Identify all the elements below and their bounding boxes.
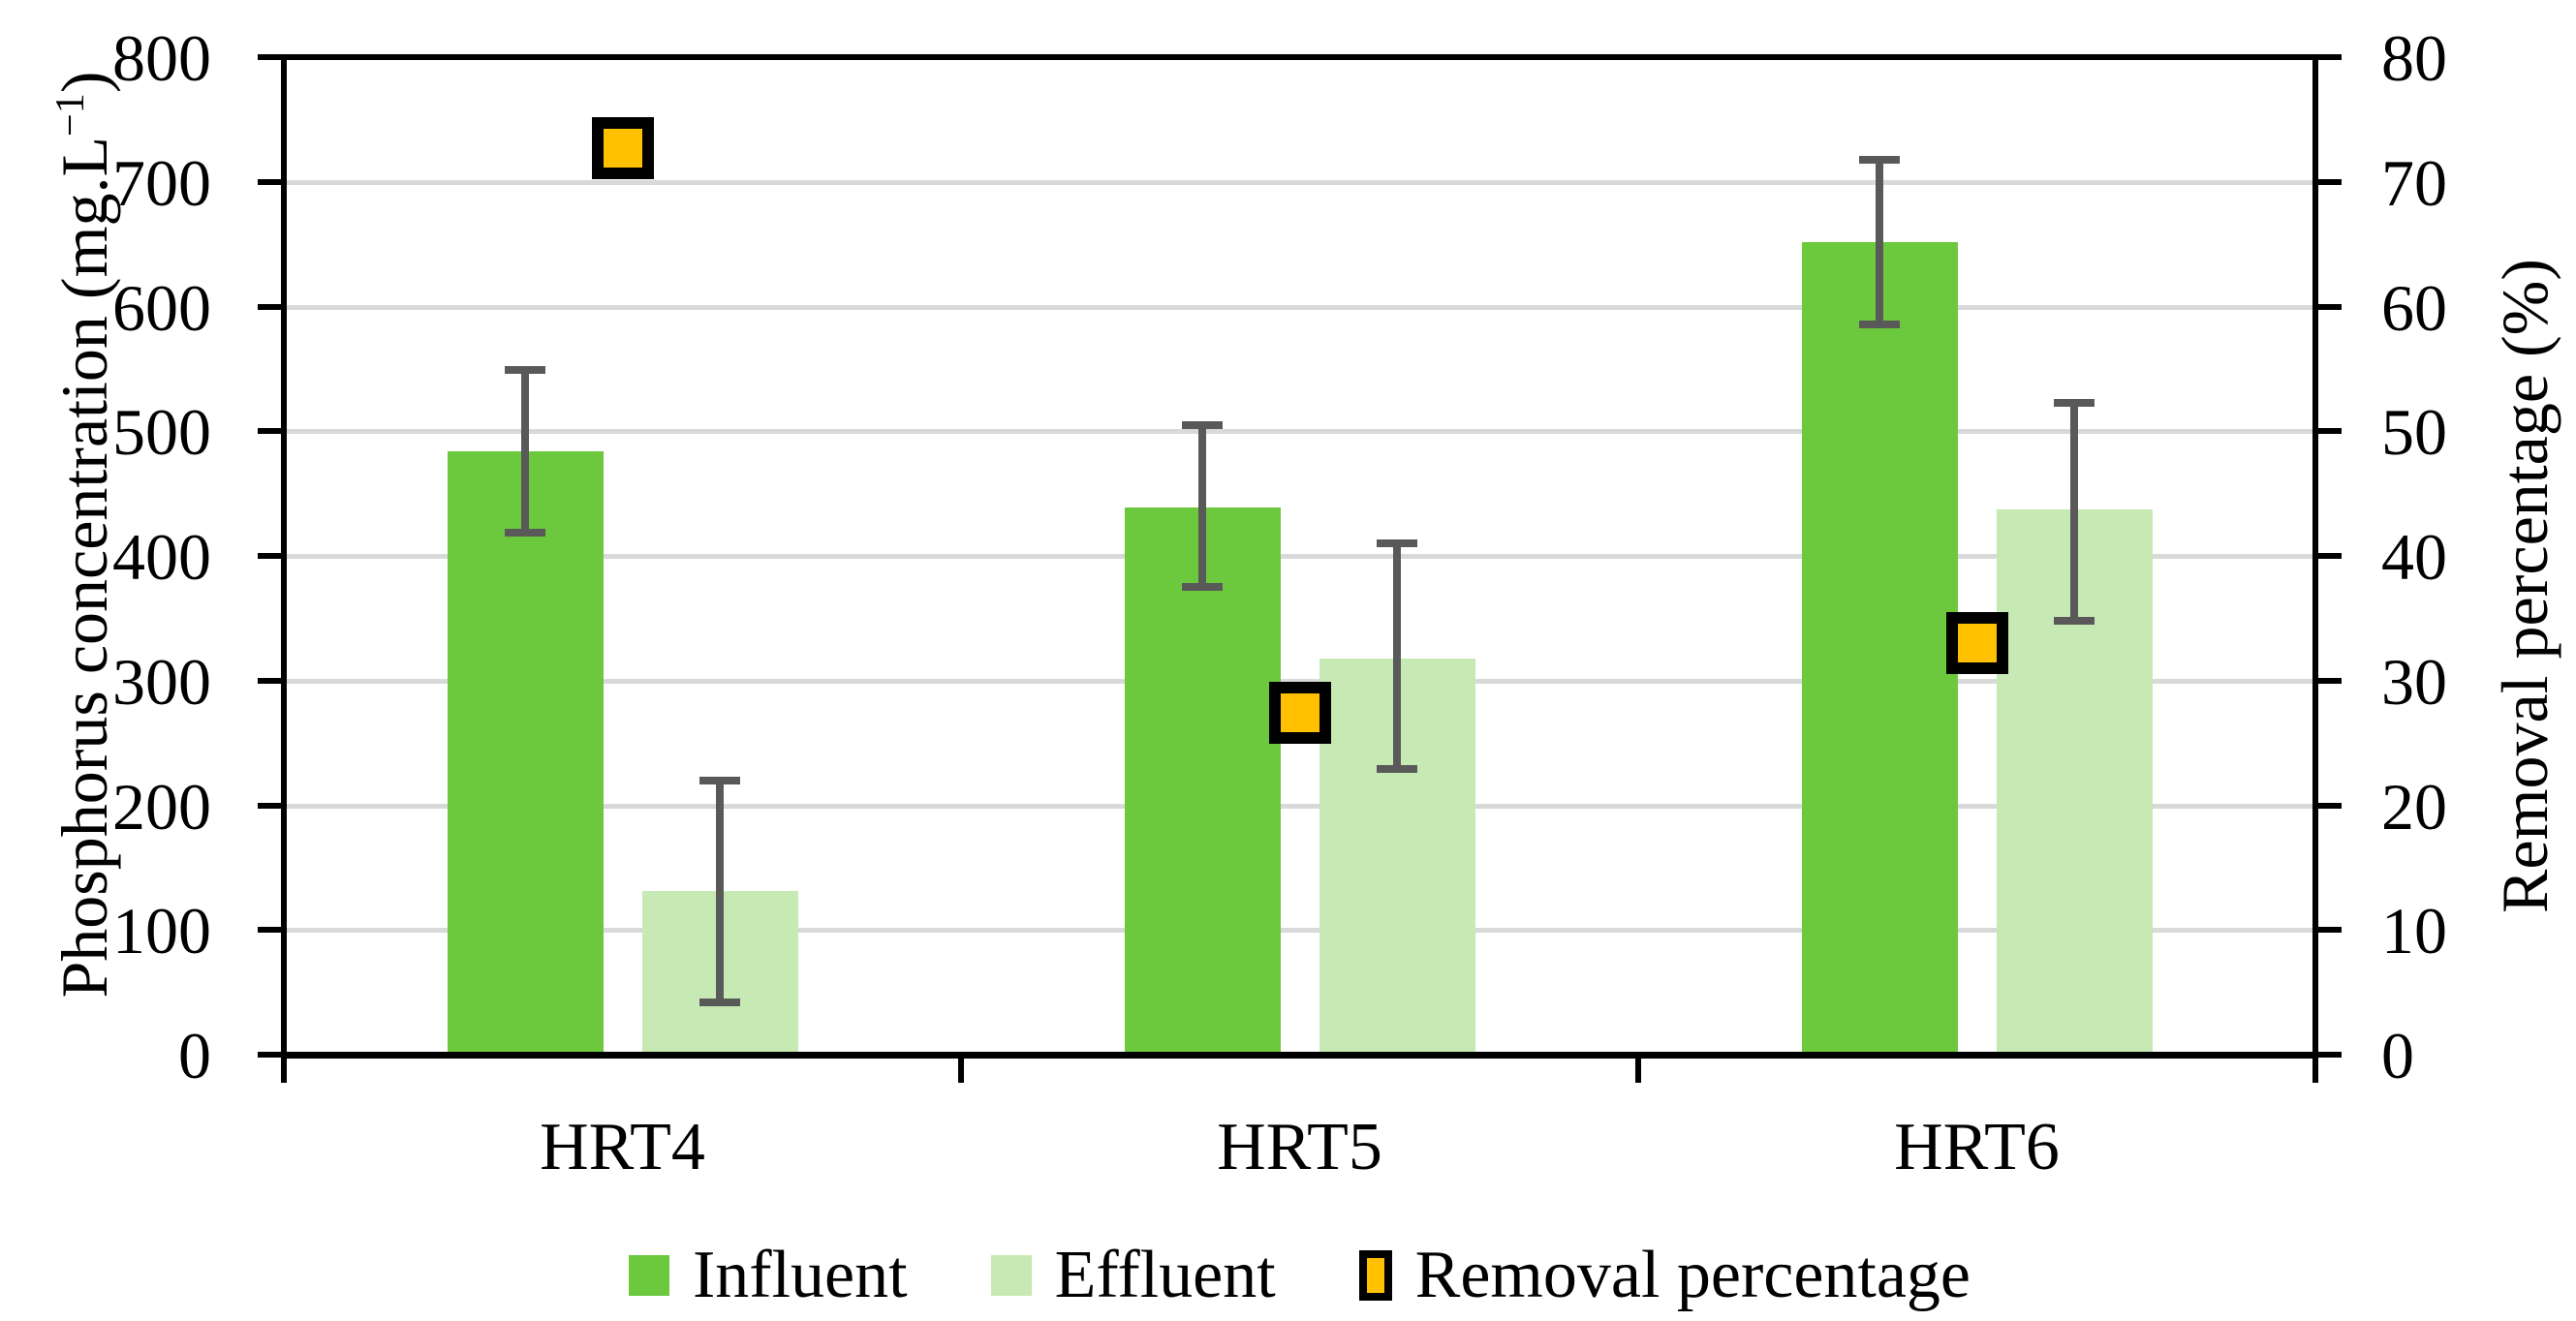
left-axis-tick-0 [258,1052,281,1058]
x-axis-tick-3 [2312,1058,2318,1083]
right-axis-tick-100 [2318,927,2342,934]
right-tick-label-20: 20 [2381,769,2447,844]
right-tick-label-50: 50 [2381,395,2447,470]
error-bar-cap-bottom [1377,765,1417,774]
error-bar-cap-bottom [699,998,740,1006]
error-bar-cap-top [1859,155,1900,164]
x-axis-tick-2 [1635,1058,1641,1083]
error-bar-cap-top [1377,539,1417,548]
x-axis-line [281,1052,2318,1059]
right-tick-label-40: 40 [2381,520,2447,594]
error-bar-cap-top [1182,420,1223,429]
error-bar-cap-bottom [2054,616,2095,625]
right-tick-label-30: 30 [2381,644,2447,719]
left-tick-label-800: 800 [112,21,211,95]
x-axis-tick-0 [281,1058,287,1083]
left-axis-tick-100 [258,927,281,934]
legend: Influent Effluent Removal percentage [284,1241,2315,1310]
gridline-600 [287,304,2312,310]
left-tick-label-500: 500 [112,395,211,470]
error-bar-cap-top [505,366,545,375]
error-bar-cap-bottom [1859,320,1900,328]
left-axis-tick-700 [258,178,281,185]
gridline-700 [287,179,2312,185]
left-axis-tick-800 [258,54,281,60]
left-axis-tick-400 [258,553,281,559]
removal-marker-hrt4 [591,116,654,179]
error-bar-cap-bottom [1182,583,1223,592]
error-bar-stem [1876,159,1883,324]
bar-influent-hrt6 [1801,241,1958,1052]
right-axis-tick-800 [2318,54,2342,60]
right-axis-tick-200 [2318,802,2342,809]
right-tick-label-80: 80 [2381,21,2447,95]
error-bar-cap-top [2054,398,2095,407]
legend-label: Influent [692,1238,908,1312]
x-axis-tick-1 [958,1058,964,1083]
error-bar-cap-bottom [505,528,545,537]
legend-item-effluent: Effluent [990,1238,1276,1312]
error-bar-stem [716,780,724,1002]
left-tick-label-100: 100 [112,894,211,968]
category-label-hrt5: HRT5 [1217,1110,1382,1184]
left-tick-label-600: 600 [112,270,211,345]
left-axis-tick-300 [258,677,281,684]
legend-item-removal-percentage: Removal percentage [1358,1238,1971,1312]
right-tick-label-0: 0 [2381,1019,2414,1092]
left-tick-label-0: 0 [178,1019,211,1092]
gridline-100 [287,928,2312,934]
legend-label: Effluent [1054,1238,1276,1312]
legend-item-influent: Influent [628,1238,908,1312]
right-y-axis-line [2312,54,2318,1058]
plot-top-border [281,54,2318,60]
error-bar-stem [1198,424,1206,588]
left-axis-tick-500 [258,428,281,435]
left-axis-tick-200 [258,802,281,809]
right-axis-tick-400 [2318,553,2342,559]
gridline-400 [287,554,2312,559]
right-axis-tick-600 [2318,303,2342,310]
legend-label: Removal percentage [1414,1238,1971,1312]
removal-marker-hrt6 [1945,612,2008,675]
right-tick-label-60: 60 [2381,270,2447,345]
gridline-300 [287,678,2312,684]
right-tick-label-70: 70 [2381,145,2447,220]
gridline-200 [287,803,2312,809]
error-bar-stem [1393,543,1401,770]
right-axis-tick-300 [2318,677,2342,684]
right-axis-tick-500 [2318,428,2342,435]
left-y-axis-line [281,54,287,1058]
legend-swatch-influent [628,1255,669,1296]
left-tick-label-300: 300 [112,644,211,719]
error-bar-cap-top [699,776,740,784]
category-label-hrt6: HRT6 [1894,1110,2060,1184]
gridline-500 [287,429,2312,435]
bar-influent-hrt4 [447,450,604,1052]
left-tick-label-700: 700 [112,145,211,220]
right-axis-tick-700 [2318,178,2342,185]
legend-swatch-removal-percentage [1358,1250,1392,1301]
removal-marker-hrt5 [1268,682,1331,745]
left-axis-tick-600 [258,303,281,310]
bar-influent-hrt5 [1124,507,1281,1052]
error-bar-stem [2070,402,2078,621]
error-bar-stem [521,370,529,533]
legend-swatch-effluent [990,1255,1032,1296]
right-axis-tick-0 [2318,1052,2342,1058]
category-label-hrt4: HRT4 [540,1110,705,1184]
right-tick-label-10: 10 [2381,894,2447,968]
left-tick-label-200: 200 [112,769,211,844]
left-tick-label-400: 400 [112,520,211,594]
